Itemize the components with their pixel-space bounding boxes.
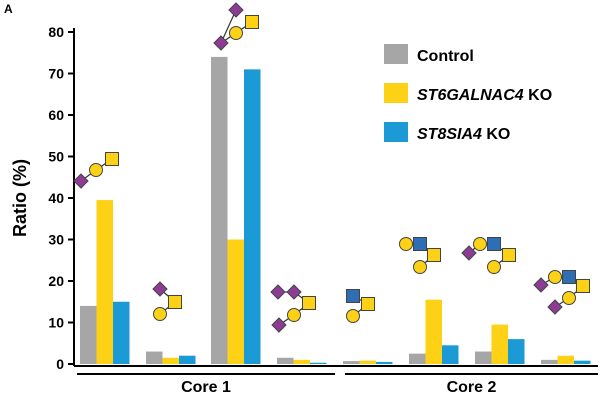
bar-1-2 (146, 351, 163, 364)
bar-2-4 (293, 359, 310, 364)
sialyl-gal-glcnac-galnac-glycan-icon (461, 237, 516, 274)
legend-swatch (384, 122, 408, 142)
y-axis-title: Ratio (%) (10, 159, 30, 237)
y-tick-label: 50 (48, 149, 64, 165)
y-tick-label: 40 (48, 190, 64, 206)
legend-label: ST6GALNAC4 KO (417, 87, 552, 104)
galactose-circle (413, 260, 427, 274)
sialic-acid-diamond (533, 277, 549, 293)
sialyl-galnac-glycan-icon (152, 281, 182, 321)
bar-2-6 (425, 299, 442, 364)
sialic-acid-diamond (286, 284, 302, 300)
galnac-square (302, 296, 316, 310)
bar-1-8 (541, 359, 558, 364)
glcnac-square (346, 289, 360, 303)
bar-3-2 (179, 355, 196, 364)
y-tick-label: 60 (48, 107, 64, 123)
galnac-square (502, 248, 516, 262)
legend-label: ST8SIA4 KO (417, 126, 510, 143)
bar-2-3 (227, 239, 244, 364)
bar-1-4 (277, 357, 294, 364)
bar-3-3 (244, 69, 261, 364)
y-tick-label: 20 (48, 273, 64, 289)
bar-3-8 (574, 360, 591, 364)
sialic-acid-diamond (213, 35, 229, 51)
bar-2-2 (162, 357, 179, 364)
legend-swatch (384, 44, 408, 64)
bar-1-6 (409, 353, 426, 364)
disialyl-core2-glycan-icon (533, 270, 590, 315)
bar-1-5 (343, 361, 360, 364)
galnac-square (576, 279, 590, 293)
galactose-circle (562, 291, 576, 305)
bar-3-1 (113, 301, 130, 364)
bar-3-7 (508, 339, 525, 364)
legend-label: Control (417, 48, 474, 65)
galactose-circle (287, 308, 301, 322)
galactose-circle (473, 237, 487, 251)
glycan-linkage (220, 9, 237, 44)
gal-glcnac-galnac-glycan-icon (399, 237, 441, 274)
galactose-circle (487, 260, 501, 274)
bar-2-5 (359, 360, 376, 364)
bar-2-1 (96, 200, 113, 364)
sialic-acid-diamond (270, 284, 286, 300)
galactose-circle (229, 26, 243, 40)
group-label: Core 2 (447, 379, 497, 396)
galactose-circle (548, 270, 562, 284)
bar-3-5 (376, 361, 393, 364)
sialyl-gal-galnac-glycan-icon (73, 152, 119, 189)
galnac-square (427, 248, 441, 262)
group-label: Core 1 (181, 379, 231, 396)
panel-label: A (4, 2, 13, 16)
sialic-acid-diamond (73, 173, 89, 189)
y-tick-label: 10 (48, 315, 64, 331)
bar-3-6 (442, 345, 459, 364)
galactose-circle (399, 237, 413, 251)
galactose-circle (346, 309, 360, 323)
y-tick-label: 0 (56, 356, 64, 372)
sialic-acid-diamond (228, 2, 244, 18)
disialyl-branched-glycan-icon (270, 284, 316, 333)
y-tick-label: 70 (48, 66, 64, 82)
galactose-circle (89, 163, 103, 177)
galactose-circle (153, 307, 167, 321)
glcnac-galnac-glycan-icon (346, 289, 375, 323)
sialic-acid-diamond (271, 317, 287, 333)
bar-3-4 (310, 362, 327, 364)
glcnac-square (562, 270, 576, 284)
bar-1-7 (475, 351, 492, 364)
legend-swatch (384, 83, 408, 103)
galnac-square (245, 15, 259, 29)
bar-1-3 (211, 56, 228, 365)
disialyl-linear-glycan-icon (213, 2, 259, 51)
bar-2-7 (491, 324, 508, 364)
bar-2-8 (557, 355, 574, 364)
sialic-acid-diamond (461, 245, 477, 261)
glcnac-square (413, 237, 427, 251)
galnac-square (105, 152, 119, 166)
y-tick-label: 30 (48, 232, 64, 248)
sialic-acid-diamond (152, 281, 168, 297)
galnac-square (361, 297, 375, 311)
y-tick-label: 80 (48, 24, 64, 40)
glcnac-square (487, 237, 501, 251)
sialic-acid-diamond (547, 299, 563, 315)
galnac-square (168, 295, 182, 309)
bar-1-1 (80, 305, 97, 364)
